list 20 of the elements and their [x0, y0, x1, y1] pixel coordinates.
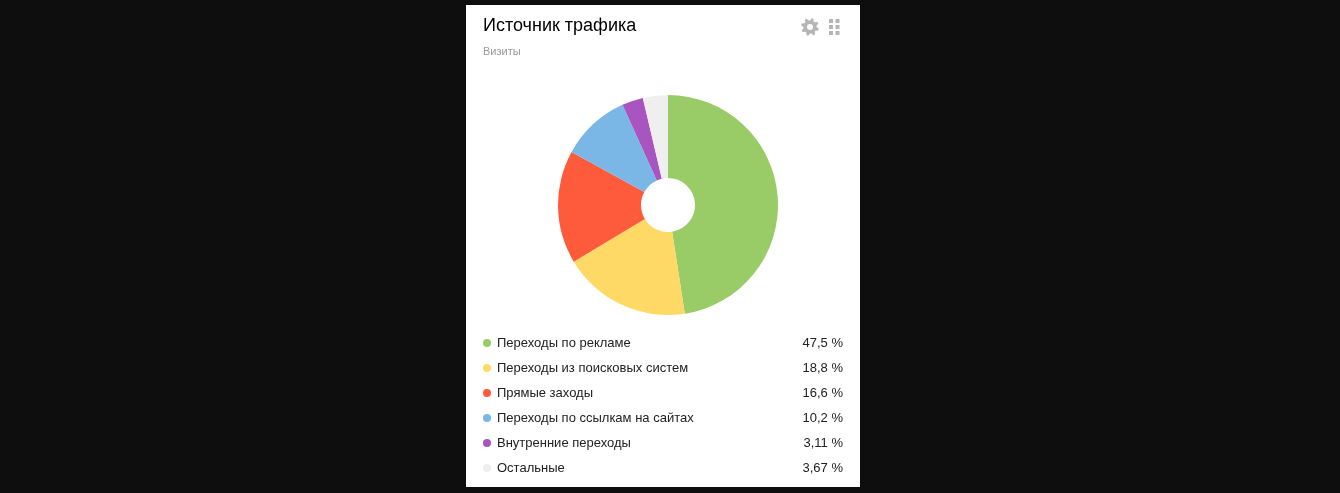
data-label: 47,5 %: [802, 335, 843, 350]
data-label: 3,67 %: [802, 460, 843, 475]
donut-slice: [573, 218, 685, 315]
legend-label: Переходы по рекламе: [497, 335, 631, 350]
donut-slice: [558, 152, 645, 262]
data-label: 10,2 %: [802, 410, 843, 425]
legend-label: Внутренние переходы: [497, 435, 631, 450]
legend-label: Переходы по ссылкам на сайтах: [497, 410, 694, 425]
legend-label: Прямые заходы: [497, 385, 594, 400]
data-label: 18,8 %: [802, 360, 843, 375]
donut-slice: [668, 95, 778, 314]
data-label: 3,11 %: [803, 435, 843, 450]
data-label: 16,6 %: [802, 385, 843, 400]
donut-slice: [642, 95, 668, 179]
legend-label: Переходы из поисковых систем: [497, 360, 689, 375]
chart-title: Источник трафика: [483, 15, 637, 36]
chart-subtitle: Визиты: [483, 45, 521, 57]
donut-slice: [571, 104, 657, 192]
legend-label: Остальные: [497, 460, 565, 475]
donut-slice: [622, 97, 662, 181]
